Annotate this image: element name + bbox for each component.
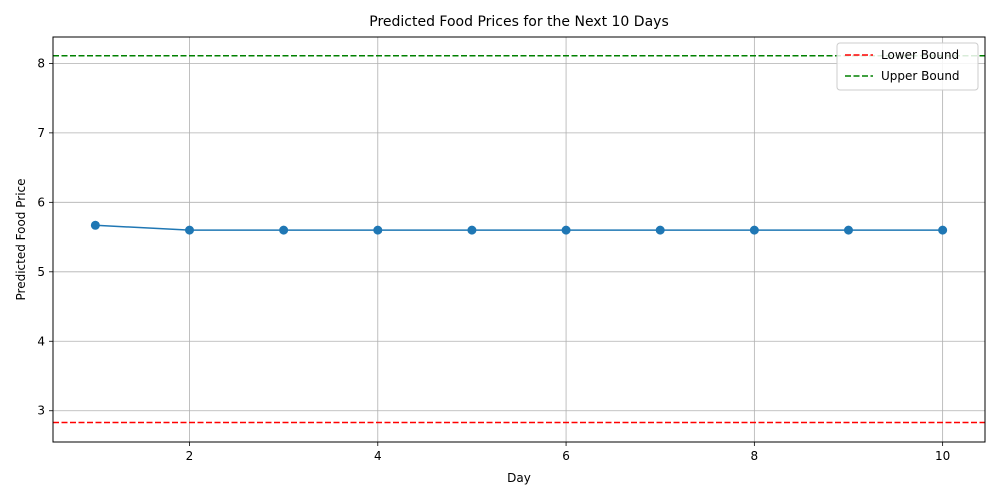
y-tick-label: 5 [37, 265, 45, 279]
x-tick-label: 2 [186, 449, 194, 463]
data-point [373, 225, 383, 235]
data-point [279, 225, 289, 235]
chart-title: Predicted Food Prices for the Next 10 Da… [369, 14, 668, 30]
data-point [938, 225, 948, 235]
data-point [561, 225, 571, 235]
data-point [843, 225, 853, 235]
reference-lines [53, 55, 985, 424]
data-point [185, 225, 195, 235]
series-layer [90, 220, 948, 235]
y-axis-label: Predicted Food Price [14, 178, 28, 300]
data-point [90, 220, 100, 230]
legend: Lower Bound Upper Bound [836, 42, 979, 91]
data-point [467, 225, 477, 235]
grid-layer [53, 37, 985, 442]
x-tick-label: 4 [374, 449, 382, 463]
plot-frame [52, 36, 986, 443]
tick-layer: 2 4 6 8 10 3 4 5 6 7 8 [37, 56, 950, 463]
legend-label: Lower Bound [881, 48, 959, 62]
x-axis-label: Day [507, 471, 531, 485]
y-tick-label: 4 [37, 334, 45, 348]
y-tick-label: 3 [37, 404, 45, 418]
x-tick-label: 6 [562, 449, 570, 463]
y-tick-label: 6 [37, 195, 45, 209]
data-point [655, 225, 665, 235]
y-tick-label: 7 [37, 126, 45, 140]
x-tick-label: 10 [935, 449, 950, 463]
y-tick-label: 8 [37, 56, 45, 70]
series-line [95, 224, 943, 231]
data-point [749, 225, 759, 235]
x-tick-label: 8 [751, 449, 759, 463]
legend-label: Upper Bound [881, 69, 960, 83]
